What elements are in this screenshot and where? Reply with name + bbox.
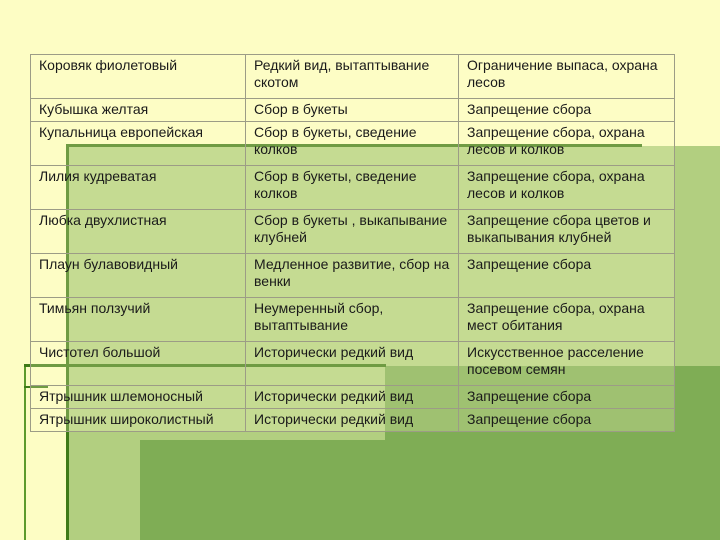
threat-cell: Исторически редкий вид <box>245 385 459 409</box>
table-row: Плаун булавовидный Медленное развитие, с… <box>30 253 675 298</box>
plant-cell: Кубышка желтая <box>30 98 246 122</box>
decor-vertical-line-2 <box>24 366 26 540</box>
threat-cell: Редкий вид, вытаптывание скотом <box>245 54 459 99</box>
measure-cell: Ограничение выпаса, охрана лесов <box>458 54 675 99</box>
threat-cell: Сбор в букеты, сведение колков <box>245 165 459 210</box>
background-dark-green-strip <box>140 440 720 540</box>
threat-cell: Сбор в букеты , выкапывание клубней <box>245 209 459 254</box>
measure-cell: Запрещение сбора <box>458 385 675 409</box>
plant-cell: Плаун булавовидный <box>30 253 246 298</box>
measure-cell: Запрещение сбора <box>458 98 675 122</box>
plant-cell: Коровяк фиолетовый <box>30 54 246 99</box>
table-row: Тимьян ползучий Неумеренный сбор, вытапт… <box>30 297 675 342</box>
table-row: Лилия кудреватая Сбор в букеты, сведение… <box>30 165 675 210</box>
plant-cell: Тимьян ползучий <box>30 297 246 342</box>
threat-cell: Сбор в букеты, сведение колков <box>245 121 459 166</box>
threat-cell: Исторически редкий вид <box>245 341 459 386</box>
plant-cell: Ятрышник широколистный <box>30 408 246 432</box>
plants-protection-table: Коровяк фиолетовый Редкий вид, вытаптыва… <box>30 54 675 432</box>
measure-cell: Запрещение сбора, охрана лесов и колков <box>458 165 675 210</box>
table-row: Ятрышник шлемоносный Исторически редкий … <box>30 385 675 409</box>
table-row: Ятрышник широколистный Исторически редки… <box>30 408 675 432</box>
threat-cell: Сбор в букеты <box>245 98 459 122</box>
measure-cell: Запрещение сбора, охрана мест обитания <box>458 297 675 342</box>
threat-cell: Медленное развитие, сбор на венки <box>245 253 459 298</box>
table-row: Купальница европейская Сбор в букеты, св… <box>30 121 675 166</box>
plant-cell: Любка двухлистная <box>30 209 246 254</box>
plant-cell: Чистотел большой <box>30 341 246 386</box>
threat-cell: Исторически редкий вид <box>245 408 459 432</box>
measure-cell: Запрещение сбора <box>458 253 675 298</box>
plant-cell: Купальница европейская <box>30 121 246 166</box>
table-row: Чистотел большой Исторически редкий вид … <box>30 341 675 386</box>
measure-cell: Запрещение сбора цветов и выкапывания кл… <box>458 209 675 254</box>
table-row: Коровяк фиолетовый Редкий вид, вытаптыва… <box>30 54 675 99</box>
plant-cell: Ятрышник шлемоносный <box>30 385 246 409</box>
table-row: Кубышка желтая Сбор в букеты Запрещение … <box>30 98 675 122</box>
measure-cell: Искусственное расселение посевом семян <box>458 341 675 386</box>
measure-cell: Запрещение сбора, охрана лесов и колков <box>458 121 675 166</box>
threat-cell: Неумеренный сбор, вытаптывание <box>245 297 459 342</box>
plant-cell: Лилия кудреватая <box>30 165 246 210</box>
measure-cell: Запрещение сбора <box>458 408 675 432</box>
table-row: Любка двухлистная Сбор в букеты , выкапы… <box>30 209 675 254</box>
